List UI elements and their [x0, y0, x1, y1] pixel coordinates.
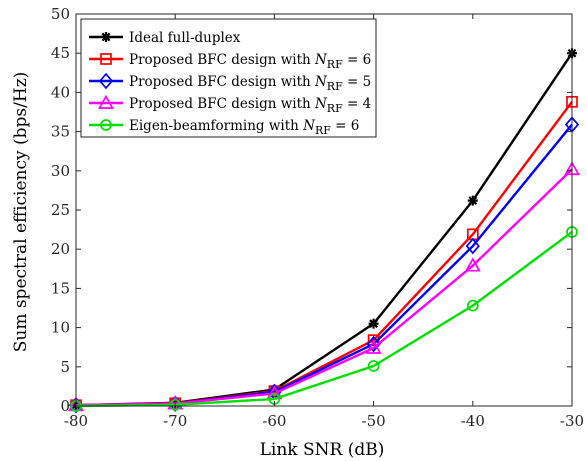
series-4-point-1 — [169, 398, 182, 411]
series-line-4 — [75, 230, 573, 408]
series-2-point-4 — [465, 237, 480, 255]
y-tick-label-6: 30 — [51, 162, 70, 180]
legend-box — [80, 18, 377, 138]
legend-item-0: Ideal full-duplex — [89, 30, 241, 46]
legend-item-3: Proposed BFC design with NRF = 4 — [89, 94, 371, 115]
legend-marker-4 — [100, 119, 112, 131]
series-0-point-3 — [368, 318, 379, 329]
legend-item-2: Proposed BFC design with NRF = 5 — [89, 72, 371, 93]
x-tick-label-1: -70 — [163, 412, 187, 430]
y-tick-label-10: 50 — [51, 5, 70, 23]
y-tick-label-4: 20 — [51, 240, 70, 258]
y-axis-label: Sum spectral efficiency (bps/Hz) — [11, 72, 31, 353]
y-tick-label-5: 25 — [51, 201, 70, 219]
y-tick-label-1: 5 — [60, 358, 70, 376]
x-tick-label-2: -60 — [262, 412, 286, 430]
x-tick-label-0: -80 — [64, 412, 88, 430]
y-tick-label-3: 15 — [51, 279, 70, 297]
x-tick-label-3: -50 — [362, 412, 386, 430]
legend-label-4: Eigen-beamforming with NRF = 6 — [129, 118, 359, 137]
x-tick-label-5: -30 — [560, 412, 584, 430]
legend-label-2: Proposed BFC design with NRF = 5 — [129, 74, 371, 93]
legend-marker-3 — [98, 94, 114, 109]
legend-marker-1 — [100, 53, 112, 65]
series-3-point-3 — [365, 339, 382, 354]
axes-layer: -80 -70 -60 -50 -40 -30 0 5 10 15 20 25 30 35 40 45 50 — [51, 5, 584, 430]
y-tick-label-9: 45 — [51, 44, 70, 62]
series-3-point-1 — [167, 395, 184, 410]
series-4-point-4 — [466, 299, 479, 312]
legend-label-0: Ideal full-duplex — [129, 30, 241, 46]
y-tick-label-2: 10 — [51, 319, 70, 337]
legend-item-4: Eigen-beamforming with NRF = 6 — [89, 118, 359, 137]
x-axis-label: Link SNR (dB) — [260, 440, 385, 460]
series-2-point-3 — [366, 335, 381, 353]
x-tick-label-4: -40 — [461, 412, 485, 430]
legend-item-1: Proposed BFC design with NRF = 6 — [89, 52, 371, 71]
y-tick-label-8: 40 — [51, 83, 70, 101]
legend-label-3: Proposed BFC design with NRF = 4 — [129, 96, 371, 115]
y-tick-label-0: 0 — [60, 397, 70, 415]
series-0-point-4 — [467, 195, 478, 206]
series-4-point-3 — [367, 360, 380, 372]
legend-marker-2 — [98, 72, 114, 90]
legend: Ideal full-duplex Proposed BFC design wit… — [80, 18, 377, 138]
legend-label-1: Proposed BFC design with NRF = 6 — [129, 52, 371, 71]
series-3-point-4 — [464, 257, 481, 272]
y-tick-label-7: 35 — [51, 123, 70, 141]
legend-marker-0 — [101, 32, 111, 42]
